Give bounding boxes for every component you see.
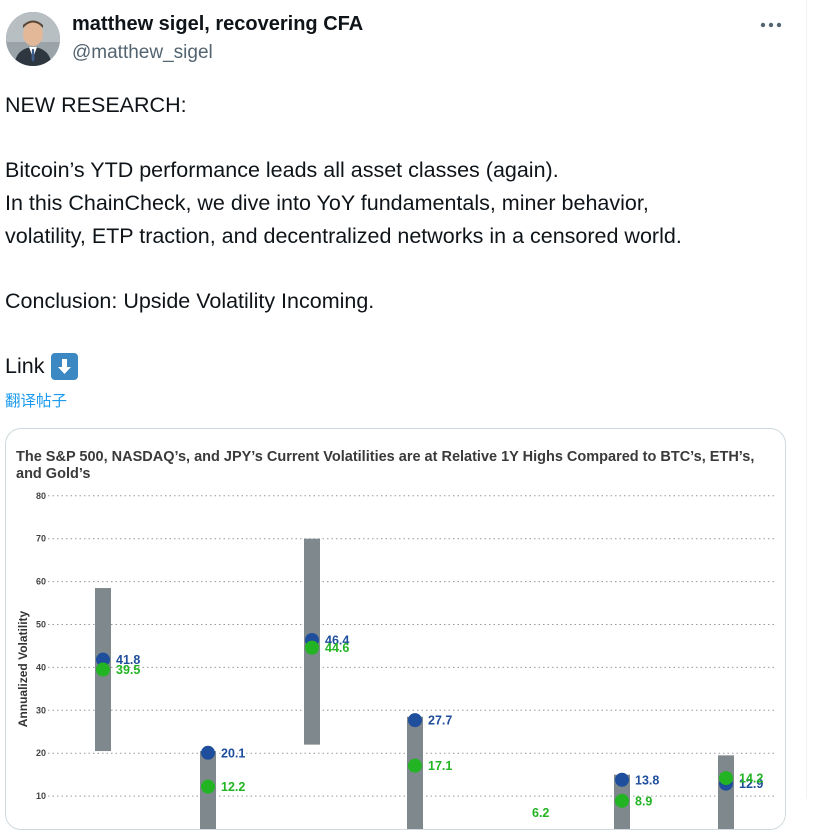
blue-value-label: 27.7	[428, 714, 452, 728]
blue-value-label: 41.8	[116, 653, 140, 667]
blue-value-label: 13.8	[635, 773, 659, 787]
author-handle[interactable]: @matthew_sigel	[72, 42, 213, 63]
blue-dot	[201, 745, 215, 760]
green-dot	[305, 640, 319, 655]
translate-post-link[interactable]: 翻译帖子	[5, 393, 68, 410]
green-dot	[615, 793, 629, 808]
green-dot	[719, 771, 733, 786]
person-avatar-icon	[6, 12, 60, 66]
down-arrow-icon	[51, 353, 79, 380]
blue-dot	[96, 652, 110, 667]
green-value-label: 14.2	[739, 772, 763, 786]
chart-title: The S&P 500, NASDAQ’s, and JPY’s Current…	[16, 449, 755, 482]
blue-value-label: 12.9	[739, 777, 763, 791]
volatility-chart: 10 20 30 40 50 60 70 80 Annualized Volatility 41.…	[16, 491, 776, 829]
green-value-label: 39.5	[116, 663, 140, 677]
y-tick-label: 60	[36, 577, 46, 587]
tweet-line: Conclusion: Upside Volatility Incoming.	[5, 289, 375, 313]
tweet-line: Bitcoin’s YTD performance leads all asse…	[5, 158, 559, 182]
y-tick-label: 50	[36, 620, 46, 630]
green-value-label: 8.9	[635, 794, 652, 808]
range-bar	[718, 755, 734, 829]
green-dot	[201, 779, 215, 794]
tweet-link-line[interactable]: Link	[5, 350, 795, 383]
green-value-label: 12.2	[221, 780, 245, 794]
column-divider	[806, 0, 807, 799]
author-name[interactable]: matthew sigel, recovering CFA	[72, 13, 364, 35]
tweet-line: In this ChainCheck, we dive into YoY fun…	[5, 191, 649, 215]
y-tick-label: 30	[36, 705, 46, 715]
y-tick-label: 80	[36, 491, 46, 501]
tweet-line: NEW RESEARCH:	[5, 93, 187, 117]
more-horizontal-icon	[760, 22, 782, 28]
green-dot	[96, 662, 110, 677]
author-avatar[interactable]	[6, 12, 60, 66]
media-card[interactable]: The S&P 500, NASDAQ’s, and JPY’s Current…	[5, 428, 786, 830]
blue-value-label: 20.1	[221, 746, 245, 760]
tweet-link-text[interactable]: Link	[5, 354, 45, 378]
y-tick-label: 70	[36, 534, 46, 544]
green-value-label: 17.1	[428, 759, 452, 773]
y-axis-label: Annualized Volatility	[16, 610, 30, 727]
green-value-label: 6.2	[532, 806, 549, 820]
green-dot	[408, 758, 422, 773]
blue-value-label: 46.4	[325, 633, 349, 647]
more-options-button[interactable]	[754, 10, 788, 40]
tweet-line: volatility, ETP traction, and decentrali…	[5, 224, 682, 248]
blue-dot	[408, 713, 422, 728]
y-tick-label: 20	[36, 748, 46, 758]
range-bar	[407, 716, 423, 829]
y-tick-label: 40	[36, 662, 46, 672]
blue-dot	[615, 772, 629, 787]
y-tick-label: 10	[36, 791, 46, 801]
green-value-label: 44.6	[325, 641, 349, 655]
tweet-text: NEW RESEARCH: Bitcoin’s YTD performance …	[5, 89, 795, 383]
